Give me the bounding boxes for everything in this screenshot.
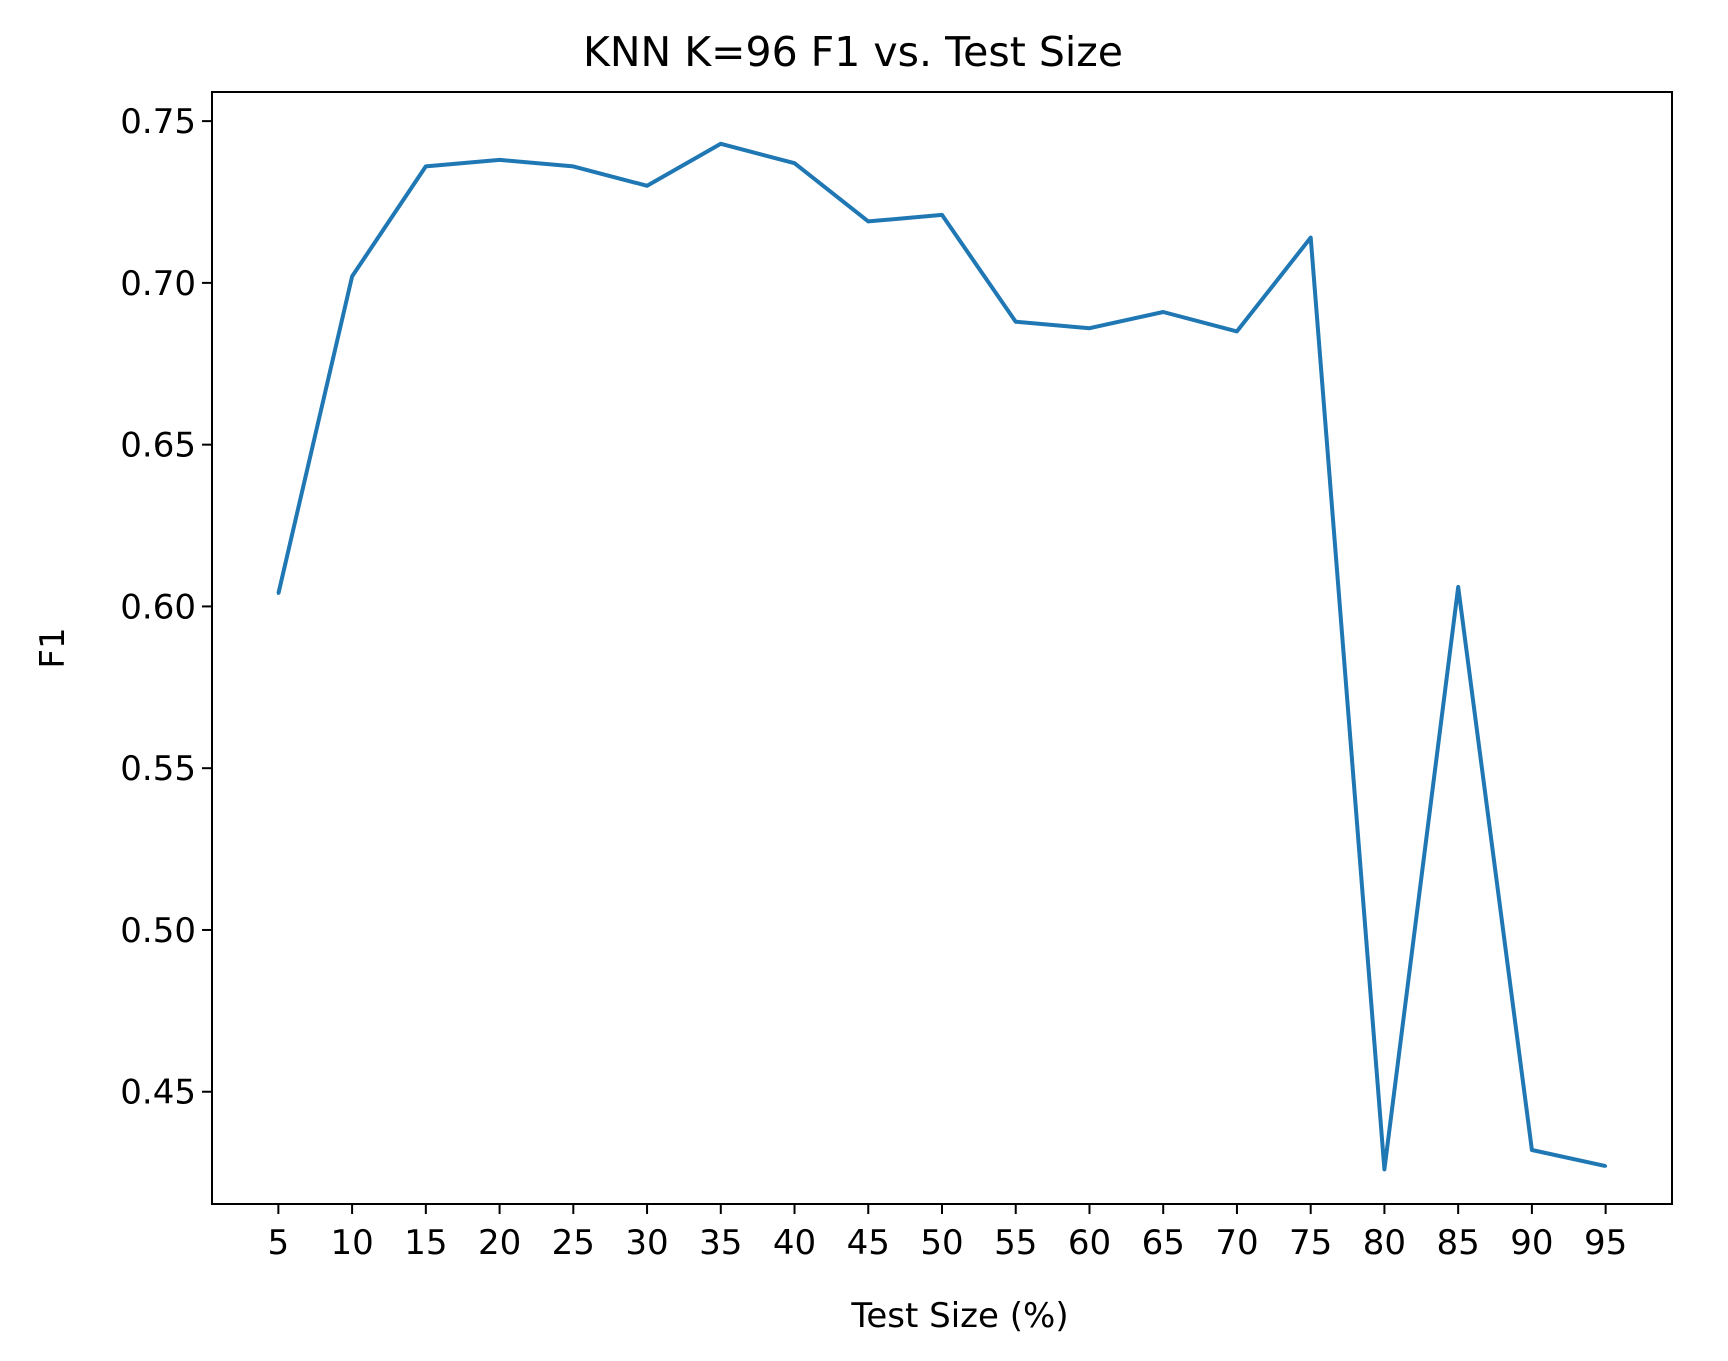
data-point <box>424 164 428 168</box>
chart-title: KNN K=96 F1 vs. Test Size <box>583 28 1123 76</box>
y-tick-label: 0.50 <box>120 911 196 951</box>
x-tick-label: 90 <box>1510 1223 1553 1263</box>
x-tick-label: 65 <box>1142 1223 1185 1263</box>
x-tick-label: 50 <box>920 1223 963 1263</box>
data-point <box>1456 585 1460 589</box>
y-tick-label: 0.60 <box>120 587 196 627</box>
data-point <box>1530 1148 1534 1152</box>
x-tick-label: 40 <box>773 1223 816 1263</box>
y-axis-title: F1 <box>33 627 73 668</box>
x-tick-label: 85 <box>1437 1223 1480 1263</box>
x-tick-label: 45 <box>847 1223 890 1263</box>
x-tick-label: 70 <box>1215 1223 1258 1263</box>
y-tick-label: 0.75 <box>120 102 196 142</box>
x-tick-label: 75 <box>1289 1223 1332 1263</box>
x-tick-label: 5 <box>268 1223 290 1263</box>
x-tick-label: 10 <box>330 1223 373 1263</box>
data-point <box>571 164 575 168</box>
x-tick-label: 30 <box>625 1223 668 1263</box>
y-axis: 0.45 0.50 0.55 0.60 0.65 0.70 0.75 <box>120 102 212 1113</box>
x-tick-label: 25 <box>552 1223 595 1263</box>
x-tick-label: 35 <box>699 1223 742 1263</box>
y-tick-label: 0.55 <box>120 749 196 789</box>
data-point <box>1014 320 1018 324</box>
data-point <box>866 219 870 223</box>
x-tick-label: 80 <box>1363 1223 1406 1263</box>
data-point <box>1309 236 1313 240</box>
x-tick-label: 95 <box>1584 1223 1627 1263</box>
data-point <box>1087 326 1091 330</box>
data-point <box>1235 329 1239 333</box>
data-point <box>1161 310 1165 314</box>
data-point <box>1382 1167 1386 1171</box>
data-point <box>276 591 280 595</box>
x-axis-title: Test Size (%) <box>850 1296 1068 1336</box>
x-axis: 5 10 15 20 25 30 35 40 45 50 55 60 65 70 75 80 85 90 95 <box>268 1204 1627 1263</box>
y-tick-label: 0.45 <box>120 1073 196 1113</box>
x-tick-label: 20 <box>478 1223 521 1263</box>
y-tick-label: 0.70 <box>120 264 196 304</box>
data-point <box>645 184 649 188</box>
data-point <box>498 158 502 162</box>
data-point <box>1604 1164 1608 1168</box>
data-point <box>350 274 354 278</box>
series-layer <box>276 141 1608 1172</box>
data-point <box>793 161 797 165</box>
x-tick-label: 60 <box>1068 1223 1111 1263</box>
x-tick-label: 15 <box>404 1223 447 1263</box>
x-tick-label: 55 <box>994 1223 1037 1263</box>
y-tick-label: 0.65 <box>120 426 196 466</box>
data-point <box>940 213 944 217</box>
data-point <box>719 142 723 146</box>
